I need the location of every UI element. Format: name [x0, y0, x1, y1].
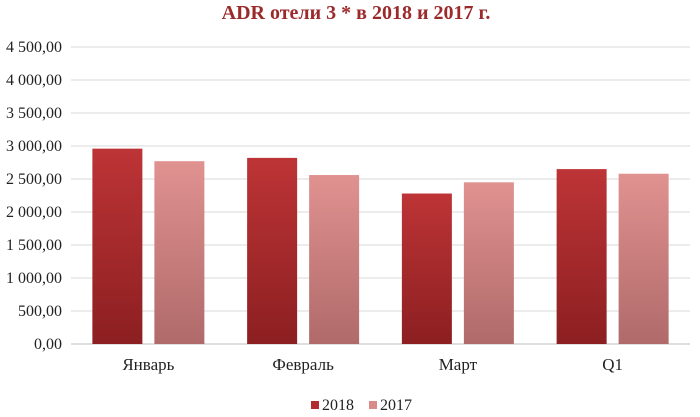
legend: 2018 2017 [311, 397, 412, 414]
x-tick-label: Февраль [272, 355, 334, 374]
y-axis-ticks: 0,00 500,00 1 000,00 1 500,00 2 000,00 2 500,… [6, 39, 62, 353]
bar-2018-1 [247, 157, 298, 344]
y-tick-label: 1 500,00 [6, 237, 62, 254]
x-tick-label: Март [439, 355, 478, 374]
bar-2017-1 [309, 175, 360, 344]
y-tick-label: 500,00 [18, 303, 62, 320]
legend-swatch [311, 401, 319, 409]
chart-title: ADR отели 3 * в 2018 и 2017 г. [222, 2, 491, 24]
y-tick-label: 1 000,00 [6, 270, 62, 287]
bar-2017-2 [463, 182, 514, 344]
y-tick-label: 4 500,00 [6, 39, 62, 56]
y-tick-label: 0,00 [34, 336, 62, 353]
bar-2017-3 [618, 173, 669, 344]
bar-2018-2 [401, 193, 452, 344]
legend-label: 2018 [322, 397, 354, 414]
bar-2017-0 [154, 161, 205, 344]
y-tick-label: 3 000,00 [6, 138, 62, 155]
y-tick-label: 3 500,00 [6, 105, 62, 122]
bars [92, 148, 669, 344]
legend-swatch [369, 401, 377, 409]
legend-label: 2017 [380, 397, 412, 414]
x-tick-label: Q1 [602, 355, 623, 374]
x-tick-label: Январь [122, 355, 174, 374]
x-axis-labels: Январь Февраль Март Q1 [122, 355, 623, 374]
bar-2018-3 [556, 169, 607, 344]
y-tick-label: 2 000,00 [6, 204, 62, 221]
y-tick-label: 2 500,00 [6, 171, 62, 188]
y-tick-label: 4 000,00 [6, 72, 62, 89]
bar-2018-0 [92, 148, 143, 344]
